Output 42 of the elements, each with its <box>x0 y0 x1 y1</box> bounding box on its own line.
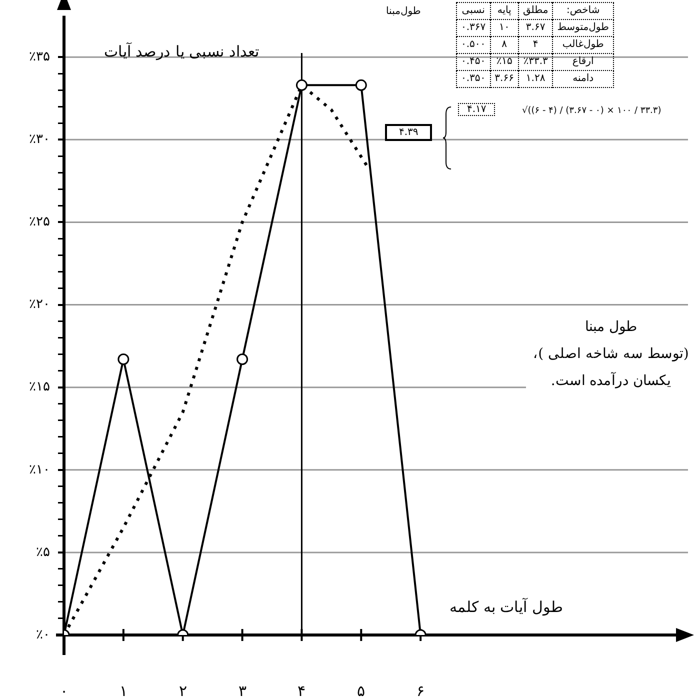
annotation: ۸ <box>490 36 518 54</box>
y-tick-label: ٪۳۵ <box>29 49 50 64</box>
annotation: مطلق <box>518 2 553 20</box>
x-tick-label: ۳ <box>238 682 246 698</box>
annotation: ۰.۳۶۷ <box>456 20 490 36</box>
y-tick-label: ٪۲۵ <box>29 214 50 230</box>
annotation: طول‌مبنا <box>386 6 421 17</box>
x-tick-label: ۴ <box>298 682 306 698</box>
annotation: ۱۰ <box>490 20 518 36</box>
x-tick-label: ۵ <box>357 682 366 698</box>
annotation: ۴.۳۹ <box>385 124 432 141</box>
annotation: طول مبنا (توسط سه شاخه اصلی )، یکسان درآمده است. <box>526 314 696 395</box>
y-tick-label: ٪۳۰ <box>29 132 50 148</box>
annotation: نسبی <box>456 2 490 20</box>
y-tick-label: ٪۱۵ <box>29 380 50 395</box>
annotation: ۰.۳۵۰ <box>456 70 490 88</box>
annotation: ۳.۶۷ <box>518 20 553 36</box>
annotation: ۰.۵۰۰ <box>456 36 490 54</box>
annotation: طول‌غالب <box>552 36 614 54</box>
x-tick-label: ۱ <box>119 682 128 698</box>
annotation: ۰.۴۵۰ <box>456 54 490 70</box>
annotation: دامنه <box>552 70 614 88</box>
annotation: طول‌متوسط <box>552 20 614 36</box>
y-tick-label: ٪۱۰ <box>29 462 50 478</box>
annotation: √((۶ - ۴) / (۳.۶۷ - ۰) × ۱۰۰ / ۳۳.۳) <box>522 106 662 116</box>
y-axis-title: تعداد نسبی یا درصد آیات <box>104 42 259 61</box>
x-tick-label: ۶ <box>416 682 425 698</box>
annotation: ارقاع <box>552 54 614 70</box>
annotation: ۳.۶۶ <box>490 70 518 88</box>
annotation: ٪۳۳.۳ <box>518 54 553 70</box>
y-tick-label: ٪۲۰ <box>29 297 50 312</box>
annotation: ۴ <box>518 36 553 54</box>
annotation: ۴.۱۷ <box>458 103 496 116</box>
x-axis-title: طول آیات به کلمه <box>450 598 563 616</box>
x-tick-label: ۲ <box>178 682 187 698</box>
annotation: ٪۱۵ <box>490 54 518 70</box>
x-tick-label: ۰ <box>60 682 68 698</box>
annotation: شاخص: <box>552 2 614 20</box>
y-tick-label: ٪۵ <box>36 544 50 560</box>
y-tick-label: ٪۰ <box>36 627 50 642</box>
annotation: پایه <box>490 2 518 20</box>
annotation: ۱.۲۸ <box>518 70 553 88</box>
